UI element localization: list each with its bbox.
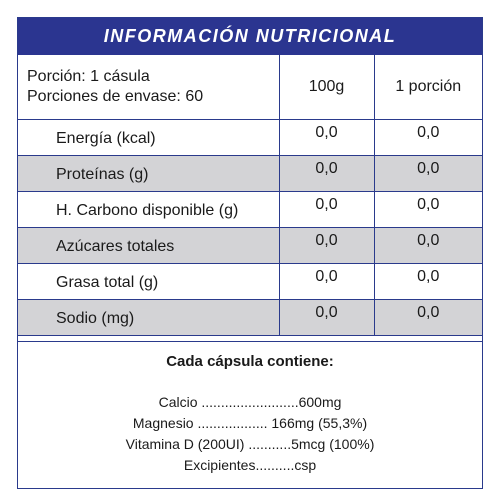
value-100g: 0,0 (278, 154, 375, 192)
value-portion: 0,0 (373, 226, 482, 264)
ingredient-vitamin-d: Vitamina D (200UI) ...........5mcg (100%… (125, 436, 375, 452)
table-row: H. Carbono disponible (g) 0,0 0,0 (18, 190, 482, 228)
table-row: Sodio (mg) 0,0 0,0 (18, 298, 482, 336)
column-header-100g: 100g (278, 55, 375, 120)
ingredient-excipients: Excipientes..........csp (183, 457, 317, 473)
value-100g: 0,0 (278, 298, 375, 336)
nutrient-name: Grasa total (g) (18, 262, 280, 300)
nutrient-name: H. Carbono disponible (g) (18, 190, 280, 228)
value-100g: 0,0 (278, 262, 375, 300)
value-portion: 0,0 (373, 190, 482, 228)
capsule-title: Cada cápsula contiene: (166, 353, 334, 370)
column-header-portion: 1 porción (373, 55, 482, 120)
ingredient-calcium: Calcio .........................600mg (158, 394, 342, 410)
table-row: Energía (kcal) 0,0 0,0 (18, 118, 482, 156)
table-row: Grasa total (g) 0,0 0,0 (18, 262, 482, 300)
table-row: Azúcares totales 0,0 0,0 (18, 226, 482, 264)
servings-per-container: Porciones de envase: 60 (27, 87, 204, 105)
nutrient-name: Energía (kcal) (18, 118, 280, 156)
nutrient-name: Proteínas (g) (18, 154, 280, 192)
capsule-contents: Cada cápsula contiene: Calcio ..........… (18, 341, 482, 489)
nutrition-table: Porción: 1 cásula Porciones de envase: 6… (18, 55, 482, 336)
ingredient-magnesium: Magnesio .................. 166mg (55,3%… (132, 415, 368, 431)
nutrient-name: Azúcares totales (18, 226, 280, 264)
value-portion: 0,0 (373, 298, 482, 336)
nutrient-name: Sodio (mg) (18, 298, 280, 336)
value-portion: 0,0 (373, 118, 482, 156)
value-portion: 0,0 (373, 154, 482, 192)
portion-size: Porción: 1 cásula (27, 67, 150, 85)
table-row: Proteínas (g) 0,0 0,0 (18, 154, 482, 192)
value-100g: 0,0 (278, 226, 375, 264)
value-100g: 0,0 (278, 190, 375, 228)
serving-info: Porción: 1 cásula Porciones de envase: 6… (18, 55, 280, 120)
label-title: INFORMACIÓN NUTRICIONAL (18, 18, 482, 55)
table-header-row: Porción: 1 cásula Porciones de envase: 6… (18, 55, 482, 120)
nutrition-label: INFORMACIÓN NUTRICIONAL Porción: 1 cásul… (17, 17, 483, 489)
value-portion: 0,0 (373, 262, 482, 300)
capsule-ingredient-list: Calcio .........................600mg Ma… (18, 392, 482, 476)
value-100g: 0,0 (278, 118, 375, 156)
